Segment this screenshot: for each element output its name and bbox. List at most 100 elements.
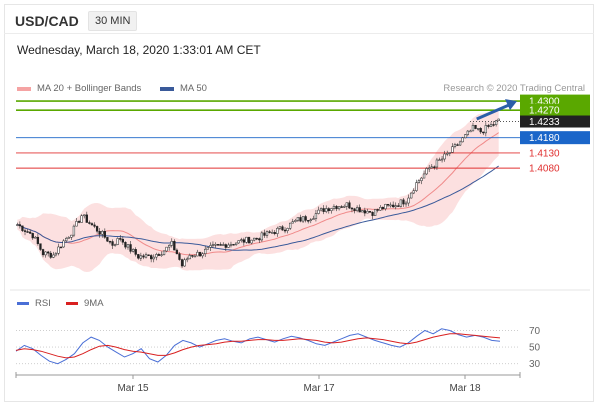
- candle-body: [440, 158, 444, 161]
- candle-body: [152, 256, 155, 260]
- rsi-line: [15, 328, 501, 365]
- legend-ma50: MA 50: [160, 83, 207, 94]
- candle-body: [489, 124, 493, 127]
- candle-body: [224, 244, 227, 248]
- candle-body: [286, 228, 289, 231]
- candle-body: [371, 212, 374, 216]
- x-tick-label-0: Mar 15: [117, 383, 149, 394]
- candle-body: [278, 226, 282, 229]
- rsi-swatch: [17, 302, 29, 305]
- chart-frame: [4, 4, 594, 402]
- candle-body: [451, 146, 454, 153]
- candle-body: [157, 254, 161, 256]
- level-label-bg-2: [520, 131, 590, 145]
- candle-body: [458, 141, 462, 146]
- candle-body: [268, 231, 271, 233]
- projection-arrow-shaft: [476, 102, 512, 121]
- level-label-4: 1.4080: [529, 164, 560, 175]
- candle-body: [34, 236, 37, 239]
- candle-body: [340, 206, 343, 208]
- candle-body: [438, 159, 441, 161]
- candle-body: [85, 214, 88, 223]
- candle-body: [361, 210, 364, 213]
- candle-body: [131, 249, 135, 252]
- candle-body: [366, 210, 369, 214]
- candle-body: [343, 206, 346, 208]
- candle-body: [384, 203, 387, 210]
- candle-body: [314, 213, 318, 219]
- candle-body: [250, 239, 253, 244]
- legend-bollinger: MA 20 + Bollinger Bands: [17, 83, 141, 94]
- candle-body: [18, 224, 22, 227]
- legend-9ma: 9MA: [66, 298, 104, 309]
- candle-body: [358, 207, 361, 213]
- candle-body: [337, 206, 341, 210]
- chart-header: USD/CAD 30 MIN: [4, 4, 594, 34]
- ma20-line: [17, 132, 499, 256]
- candle-body: [497, 118, 500, 121]
- candle-body: [216, 244, 220, 246]
- candle-body: [461, 137, 464, 143]
- candle-body: [363, 210, 366, 214]
- candle-body: [26, 231, 29, 233]
- candle-body: [433, 166, 436, 169]
- candle-body: [196, 251, 199, 257]
- candle-body: [98, 231, 101, 235]
- candle-body: [77, 221, 81, 223]
- candle-body: [191, 255, 194, 257]
- interval-badge[interactable]: 30 MIN: [88, 11, 138, 31]
- candle-body: [180, 259, 184, 267]
- candle-body: [353, 208, 356, 212]
- candle-body: [345, 202, 348, 207]
- candle-body: [304, 216, 307, 221]
- candle-body: [219, 244, 222, 246]
- candle-body: [379, 207, 382, 211]
- bollinger-swatch: [17, 86, 31, 91]
- candle-body: [54, 253, 58, 256]
- candle-body: [95, 226, 99, 232]
- rsi-tick-1: 50: [529, 343, 541, 354]
- candle-body: [327, 208, 330, 211]
- candle-body: [252, 237, 256, 241]
- candle-body: [430, 166, 433, 169]
- level-label-3: 1.4130: [529, 148, 560, 159]
- candle-body: [389, 204, 392, 207]
- rsi-tick-2: 30: [529, 359, 541, 370]
- x-tick-label-2: Mar 18: [449, 383, 481, 394]
- bollinger-band-area: [17, 109, 499, 272]
- candle-body: [309, 219, 312, 221]
- rsi-ma-swatch: [66, 302, 78, 305]
- level-label-bg-1: [520, 103, 590, 117]
- candle-body: [121, 238, 124, 243]
- candle-body: [126, 244, 130, 248]
- candle-body: [312, 218, 315, 220]
- candle-body: [116, 238, 119, 245]
- candle-body: [299, 217, 302, 222]
- candle-body: [265, 231, 269, 236]
- timestamp: Wednesday, March 18, 2020 1:33:01 AM CET: [17, 43, 261, 57]
- legend-ma50-label: MA 50: [180, 83, 207, 94]
- rsi-tick-0: 70: [529, 326, 541, 337]
- candle-body: [90, 223, 94, 226]
- candle-body: [237, 240, 240, 244]
- candle-body: [281, 226, 284, 231]
- candle-body: [134, 249, 137, 255]
- candle-body: [170, 240, 173, 246]
- candle-body: [186, 258, 189, 261]
- candle-body: [368, 210, 372, 213]
- candle-body: [160, 254, 163, 256]
- candle-body: [420, 177, 423, 181]
- candle-body: [93, 224, 96, 227]
- candle-body: [29, 231, 32, 234]
- candle-body: [234, 242, 238, 245]
- candle-body: [242, 239, 245, 243]
- candle-body: [41, 249, 45, 256]
- candle-body: [322, 208, 325, 212]
- candle-body: [67, 237, 70, 239]
- candle-body: [52, 254, 55, 258]
- candle-body: [175, 249, 179, 255]
- candle-body: [474, 124, 477, 129]
- candle-body: [47, 251, 50, 254]
- candle-body: [59, 246, 63, 249]
